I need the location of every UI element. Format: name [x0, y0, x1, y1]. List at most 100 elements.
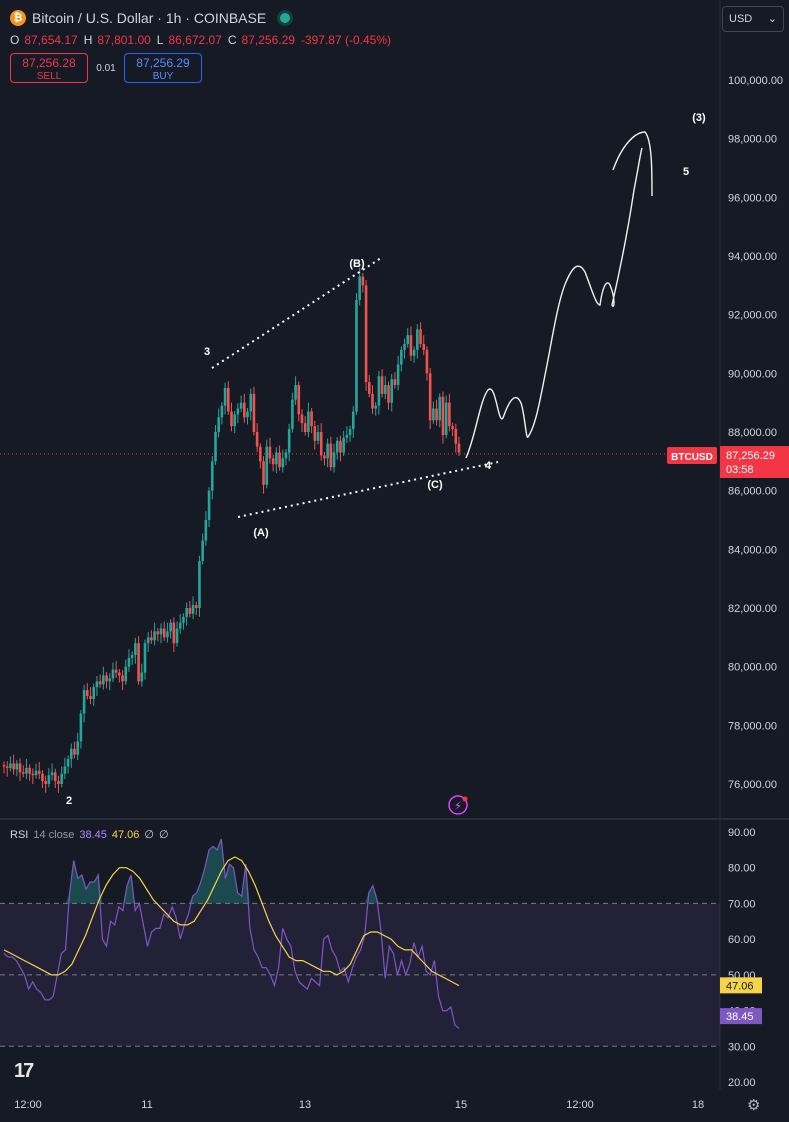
candle-body: [102, 675, 105, 685]
candle-body: [159, 628, 163, 635]
symbol-tag: [667, 447, 717, 464]
price-tick-label: 92,000.00: [728, 310, 777, 322]
symbol-title-row[interactable]: ₿ Bitcoin / U.S. Dollar · 1h · COINBASE: [10, 10, 291, 26]
sell-button[interactable]: 87,256.28 SELL: [10, 53, 88, 83]
spread-value: 0.01: [96, 62, 116, 74]
wave-label: (C): [427, 479, 443, 491]
candle-body: [255, 432, 259, 447]
rsi-params: 14 close: [33, 828, 75, 841]
candle-body: [448, 402, 451, 427]
chevron-down-icon: ⌄: [767, 13, 777, 25]
candle-body: [284, 452, 288, 459]
price-tick-label: 100,000.00: [728, 75, 783, 87]
wave-label: (3): [692, 112, 706, 124]
rsi-empty-1: ∅: [144, 829, 154, 841]
candle-body: [358, 276, 361, 300]
close-label: C: [227, 33, 237, 47]
candle-body: [342, 437, 345, 453]
candle-body: [348, 429, 352, 435]
candle-body: [34, 770, 38, 776]
projection-path: [465, 147, 643, 459]
notification-dot: [462, 796, 468, 802]
candle-body: [15, 763, 19, 770]
candle-body: [233, 414, 237, 427]
candle-body: [432, 408, 435, 421]
candle-body: [409, 335, 413, 356]
lightning-icon: [448, 795, 468, 815]
candle-body: [223, 388, 227, 406]
candle-body: [329, 443, 333, 468]
candle-body: [137, 643, 140, 682]
candle-body: [89, 696, 92, 699]
trade-panel: 87,256.28 SELL 0.01 87,256.29 BUY: [10, 53, 202, 83]
candle-body: [18, 763, 22, 773]
candle-body: [428, 373, 432, 421]
lower-trendline: [237, 461, 499, 518]
candle-body: [249, 393, 253, 412]
price-tick-label: 82,000.00: [728, 603, 777, 615]
candle-body: [403, 344, 406, 350]
price-pane: [0, 0, 720, 818]
candle-body: [319, 432, 323, 456]
candle-body: [323, 455, 326, 459]
tradingview-logo-icon[interactable]: 17: [14, 1060, 34, 1082]
wave-label: 4: [485, 460, 492, 472]
price-tick-label: 84,000.00: [728, 544, 777, 556]
wave-label: 2: [66, 795, 72, 807]
candle-body: [185, 608, 188, 617]
candle-body: [425, 349, 429, 374]
rsi-ma-tag-label: 47.06: [726, 980, 754, 992]
candle-body: [156, 631, 160, 635]
candle-body: [121, 675, 124, 682]
candle-body: [134, 643, 137, 655]
change-value: -397.87 (-0.45%): [300, 33, 391, 47]
rsi-tick-label: 30.00: [728, 1041, 756, 1053]
candle-body: [361, 276, 365, 286]
candle-body: [444, 402, 448, 435]
wave-label: 3: [204, 346, 210, 358]
rsi-tick-label: 60.00: [728, 934, 756, 946]
candle-body: [28, 767, 31, 774]
candle-body: [377, 376, 381, 406]
rsi-legend[interactable]: RSI 14 close 38.45 47.06 ∅ ∅: [10, 828, 169, 842]
candle-body: [303, 423, 307, 432]
currency-select[interactable]: USD ⌄: [722, 6, 784, 32]
candle-body: [310, 411, 313, 427]
wave-label: (A): [253, 527, 269, 539]
candle-body: [412, 349, 416, 356]
wave-label: 5: [683, 166, 689, 178]
candle-body: [127, 657, 131, 667]
candle-body: [201, 540, 204, 562]
symbol-title[interactable]: Bitcoin / U.S. Dollar · 1h · COINBASE: [32, 10, 267, 26]
candle-body: [406, 335, 410, 344]
rsi-tag: [720, 1008, 762, 1025]
candle-body: [294, 385, 297, 400]
candle-body: [297, 385, 301, 415]
candle-body: [438, 396, 442, 421]
time-tick-label: 13: [299, 1099, 311, 1111]
candle-body: [345, 434, 349, 438]
candle-body: [198, 561, 201, 608]
rsi-tick-label: 80.00: [728, 863, 756, 875]
candle-body: [451, 426, 454, 430]
candle-body: [162, 628, 166, 638]
settings-icon[interactable]: ⚙: [747, 1097, 761, 1114]
candle-body: [262, 461, 265, 485]
time-tick-label: 11: [141, 1099, 152, 1111]
candle-body: [287, 429, 291, 453]
rsi-tick-label: 20.00: [728, 1077, 756, 1089]
candle-body: [332, 452, 336, 468]
candle-body: [435, 408, 438, 421]
rsi-empty-2: ∅: [158, 829, 169, 841]
buy-button[interactable]: 87,256.29 BUY: [124, 53, 202, 83]
candle-body: [239, 402, 243, 409]
candle-body: [396, 364, 400, 386]
candle-body: [217, 417, 220, 432]
candle-body: [25, 767, 28, 774]
wave-label: (B): [349, 258, 365, 270]
market-open-icon: [280, 13, 291, 23]
candle-body: [393, 379, 397, 386]
candle-body: [374, 405, 377, 409]
candle-body: [364, 285, 368, 383]
